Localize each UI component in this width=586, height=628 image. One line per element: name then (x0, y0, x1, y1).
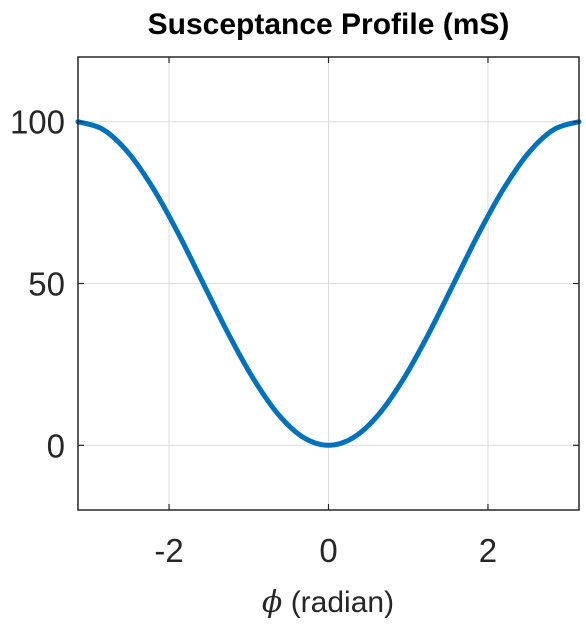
x-tick-label: 0 (319, 532, 337, 569)
y-tick-label: 100 (10, 104, 65, 141)
x-tick-label: 2 (479, 532, 497, 569)
axis-ticks (78, 57, 579, 510)
x-tick-labels: -2 0 2 (154, 532, 497, 569)
y-tick-label: 0 (47, 427, 65, 464)
x-axis-label-symbol: ϕ (262, 585, 282, 620)
x-tick-label: -2 (154, 532, 183, 569)
series-line (75, 119, 582, 448)
y-tick-labels: 0 50 100 (10, 104, 65, 465)
x-axis-label: ϕ (radian) (262, 585, 394, 620)
x-axis-label-text: (radian) (282, 586, 394, 619)
chart-title: Susceptance Profile (mS) (147, 8, 510, 41)
series-layer (75, 119, 582, 448)
grid-lines (78, 57, 579, 510)
y-tick-label: 50 (28, 266, 65, 303)
